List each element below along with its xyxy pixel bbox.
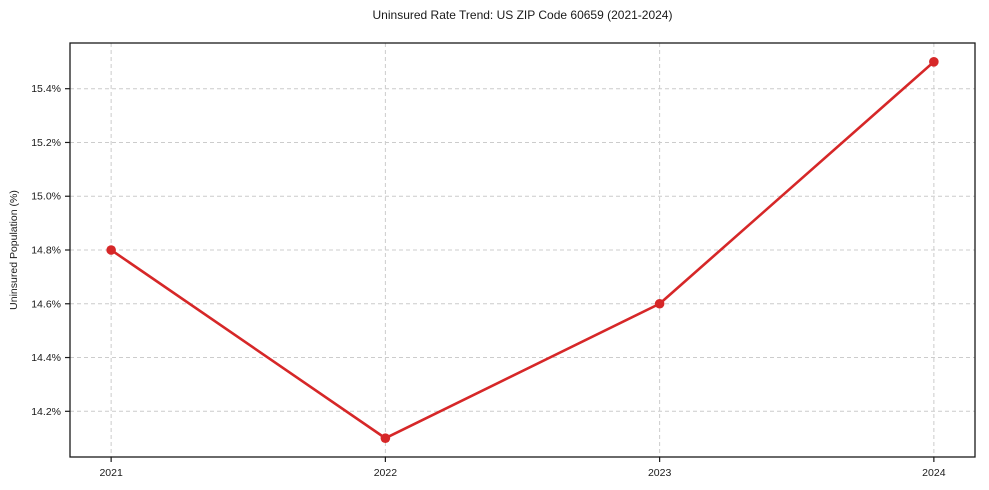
y-tick-label: 14.4% (31, 352, 61, 364)
data-point (654, 298, 665, 309)
chart-title: Uninsured Rate Trend: US ZIP Code 60659 … (372, 8, 673, 22)
x-tick-label: 2022 (374, 467, 398, 479)
y-axis-label: Uninsured Population (%) (8, 190, 20, 310)
data-point (380, 433, 391, 443)
x-tick-label: 2021 (99, 467, 123, 479)
data-point (929, 57, 939, 67)
x-tick-label: 2023 (648, 467, 672, 479)
x-tick-label: 2024 (922, 467, 946, 479)
data-point (106, 245, 116, 255)
y-tick-label: 14.6% (31, 298, 61, 310)
y-tick-label: 14.2% (31, 406, 61, 418)
y-tick-label: 15.2% (31, 137, 61, 149)
trend-line (109, 60, 936, 440)
y-tick-label: 15.4% (31, 83, 61, 95)
y-tick-label: 14.8% (31, 245, 61, 257)
y-tick-label: 15.0% (31, 191, 61, 203)
